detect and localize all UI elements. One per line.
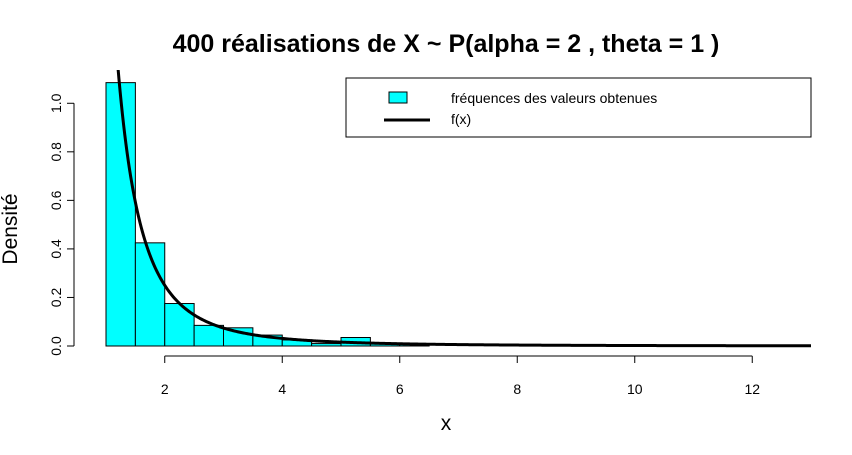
x-tick-label: 4 [278,381,286,397]
histogram-bar [311,343,342,347]
x-axis: 2 4 6 8 10 12 [161,355,760,397]
y-tick-label: 0.8 [48,142,64,162]
density-curve-layer [116,70,811,348]
y-tick-label: 0.4 [48,239,64,259]
x-tick-label: 6 [396,381,404,397]
y-tick-label: 0.0 [48,336,64,356]
density-curve [116,70,811,348]
x-tick-label: 2 [161,381,169,397]
y-tick-label: 0.6 [48,190,64,210]
x-tick-label: 12 [744,381,760,397]
legend-box [345,77,812,138]
x-tick-label: 8 [513,381,521,397]
legend-histogram-swatch [388,91,408,104]
legend-label-histogram: fréquences des valeurs obtenues [451,90,657,106]
chart-title: 400 réalisations de X ~ P(alpha = 2 , th… [173,30,720,58]
y-axis: 0.0 0.2 0.4 0.6 0.8 1.0 [48,93,75,356]
histogram-bar [193,324,224,347]
histogram-bar [164,303,195,347]
legend: fréquences des valeurs obtenues f(x) [345,77,812,138]
y-tick-label: 1.0 [48,93,64,113]
histogram-bar [105,82,136,347]
x-tick-label: 10 [627,381,643,397]
y-axis-label: Densité [0,193,22,264]
y-tick-label: 0.2 [48,288,64,308]
x-axis-label: x [441,412,452,435]
legend-label-curve: f(x) [451,111,471,127]
histogram-bar [134,242,166,347]
